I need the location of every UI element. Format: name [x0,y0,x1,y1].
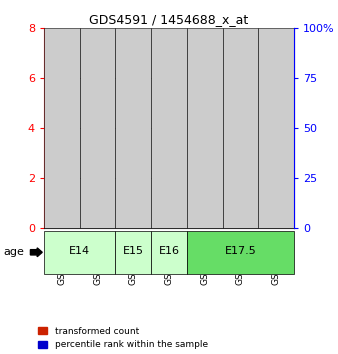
Text: age: age [3,247,24,257]
Bar [44,28,80,228]
Bar [57,46,66,228]
Title: GDS4591 / 1454688_x_at: GDS4591 / 1454688_x_at [89,13,249,26]
Bar [165,188,173,228]
Bar [80,28,115,228]
Bar [151,28,187,228]
Text: GSM936402: GSM936402 [165,230,173,285]
Bar [115,28,151,228]
Bar [223,28,258,228]
Bar [187,231,294,274]
Bar [200,106,209,228]
Text: GSM936400: GSM936400 [200,230,209,285]
Bar [151,231,187,274]
Text: GSM936403: GSM936403 [57,230,66,285]
Text: E16: E16 [159,246,179,256]
Text: GSM936404: GSM936404 [93,230,102,285]
Bar [187,28,223,228]
Bar [115,231,151,274]
Text: GSM936401: GSM936401 [236,230,245,285]
Bar [272,66,281,228]
Bar [129,206,138,228]
Text: E14: E14 [69,246,90,256]
Text: GSM936406: GSM936406 [272,230,281,285]
Bar [44,231,115,274]
Bar [236,171,245,228]
Bar [93,63,102,228]
Text: E17.5: E17.5 [224,246,256,256]
Text: GSM936405: GSM936405 [129,230,138,285]
Bar [258,28,294,228]
Legend: transformed count, percentile rank within the sample: transformed count, percentile rank withi… [38,327,208,349]
Text: E15: E15 [123,246,144,256]
